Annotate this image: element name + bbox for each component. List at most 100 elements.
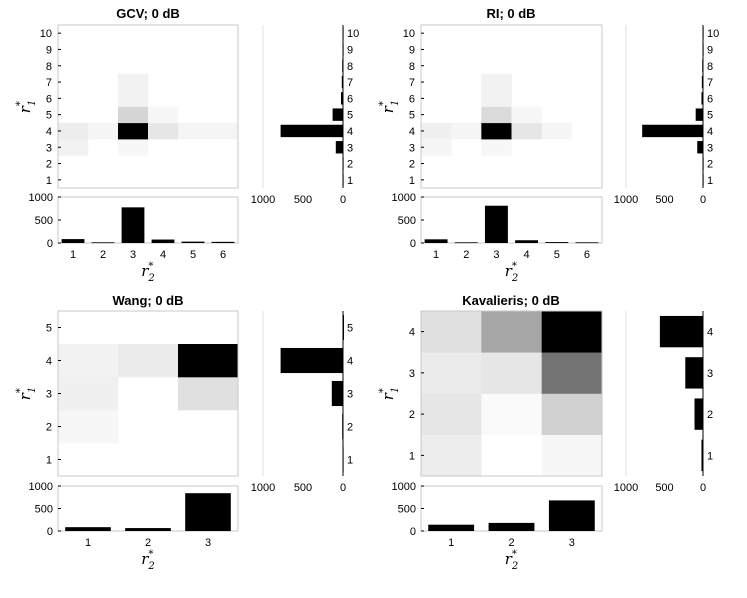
x-tick-label: 3	[569, 537, 575, 549]
x-axis-label-text: r* 2	[505, 261, 519, 284]
heatmap-cell	[541, 393, 603, 436]
y-tick-label: 3	[46, 142, 52, 154]
heatmap-cell	[541, 122, 573, 140]
x-tick-label: 4	[160, 249, 166, 261]
heatmap-cell	[421, 352, 482, 394]
bottom-y-tick-label: 500	[398, 504, 416, 516]
bottom-bar	[428, 524, 475, 531]
x-tick-label: 3	[205, 537, 211, 549]
side-tick-label: 4	[707, 126, 713, 138]
side-tick-label: 7	[707, 77, 713, 89]
heatmap-cell	[421, 393, 482, 436]
x-tick-label: 2	[508, 537, 514, 549]
bottom-bar	[488, 522, 535, 531]
bottom-y-tick-label: 0	[410, 526, 416, 538]
subplot-title: RI; 0 dB	[486, 6, 535, 21]
side-tick-label: 3	[347, 389, 353, 401]
heatmap-cell	[148, 106, 179, 124]
heatmap-cell	[58, 344, 119, 378]
side-tick-label: 4	[347, 356, 353, 368]
heatmap	[421, 73, 573, 156]
heatmap-cell	[481, 352, 542, 394]
side-tick-label: 1	[347, 455, 353, 467]
bottom-bar-frame	[420, 196, 603, 244]
y-axis-label: r*1	[378, 100, 401, 114]
side-tick-label: 5	[347, 110, 353, 122]
heatmap-cell	[421, 311, 482, 353]
side-tick-label: 2	[347, 159, 353, 171]
bottom-bar	[65, 527, 111, 531]
side-x-tick-label: 500	[294, 194, 312, 206]
bottom-bar	[181, 241, 205, 243]
x-tick-label: 3	[130, 249, 136, 261]
x-axis-label: r* 2	[505, 261, 519, 284]
side-x-tick-label: 500	[655, 482, 673, 494]
y-tick-label: 7	[409, 77, 415, 89]
bottom-bar-chart: 0 500 1000 1 2 3 r* 2	[392, 481, 603, 572]
side-tick-label: 9	[347, 44, 353, 56]
heatmap-cell	[481, 90, 512, 107]
side-tick-label: 8	[707, 61, 713, 73]
y-tick-label: 9	[46, 44, 52, 56]
y-tick-label: 3	[409, 142, 415, 154]
bottom-bar	[121, 207, 145, 243]
side-bar	[341, 75, 343, 89]
y-tick-label: 8	[46, 61, 52, 73]
bottom-bar	[454, 242, 478, 244]
heatmap-cell	[481, 393, 542, 436]
y-tick-label: 7	[46, 77, 52, 89]
side-tick-label: 3	[707, 368, 713, 380]
heatmap	[58, 73, 239, 156]
heatmap-cell	[58, 377, 119, 411]
y-tick-label: 1	[46, 455, 52, 467]
bottom-bar	[185, 493, 231, 531]
heatmap-cell	[451, 122, 482, 140]
x-tick-label: 1	[433, 249, 439, 261]
heatmap-cell	[118, 122, 149, 140]
side-x-tick-label: 1000	[251, 194, 275, 206]
bottom-bar-chart: 0 500 1000 1 2 3 r* 2	[29, 481, 239, 572]
side-bar	[342, 43, 344, 56]
heatmap-cell	[88, 122, 119, 140]
side-bar	[659, 315, 703, 348]
side-bar-chart: 1 2 3 4 5 6 7 8 9 10 1000 0 500	[251, 25, 359, 206]
y-tick-label: 4	[46, 126, 52, 138]
bottom-bar	[61, 239, 85, 243]
side-x-tick-label: 0	[340, 194, 346, 206]
y-tick-label: 9	[409, 44, 415, 56]
side-tick-label: 2	[707, 409, 713, 421]
x-tick-label: 6	[584, 249, 590, 261]
side-tick-label: 6	[707, 93, 713, 105]
y-axis-label-text: r*1	[15, 387, 38, 401]
x-tick-label: 2	[145, 537, 151, 549]
heatmap-cell	[511, 106, 542, 124]
x-tick-label: 5	[190, 249, 196, 261]
x-tick-label: 3	[493, 249, 499, 261]
heatmap-cell	[481, 106, 512, 124]
y-tick-label: 1	[46, 175, 52, 187]
subplot-title: GCV; 0 dB	[116, 6, 180, 21]
x-tick-label: 1	[448, 537, 454, 549]
side-x-tick-label: 1000	[614, 482, 638, 494]
y-tick-label: 1	[409, 450, 415, 462]
side-bar	[341, 92, 343, 105]
heatmap-cell	[511, 122, 542, 140]
y-axis-label: r*1	[15, 100, 38, 114]
side-bar	[697, 141, 703, 154]
subplot-title: Wang; 0 dB	[112, 293, 183, 308]
heatmap-frame	[57, 24, 239, 189]
heatmap-cell	[118, 106, 149, 124]
side-bar	[342, 59, 344, 72]
side-x-tick-label: 0	[340, 482, 346, 494]
side-bar	[332, 108, 343, 121]
y-axis-label-text: r*1	[15, 100, 38, 114]
side-tick-label: 7	[347, 77, 353, 89]
y-axis-label: r*1	[15, 387, 38, 401]
y-tick-label: 1	[409, 175, 415, 187]
side-x-tick-label: 1000	[614, 194, 638, 206]
bottom-bar-frame	[57, 196, 239, 244]
bottom-y-tick-label: 0	[47, 526, 53, 538]
side-tick-label: 9	[707, 44, 713, 56]
x-axis-label: r* 2	[141, 549, 155, 572]
